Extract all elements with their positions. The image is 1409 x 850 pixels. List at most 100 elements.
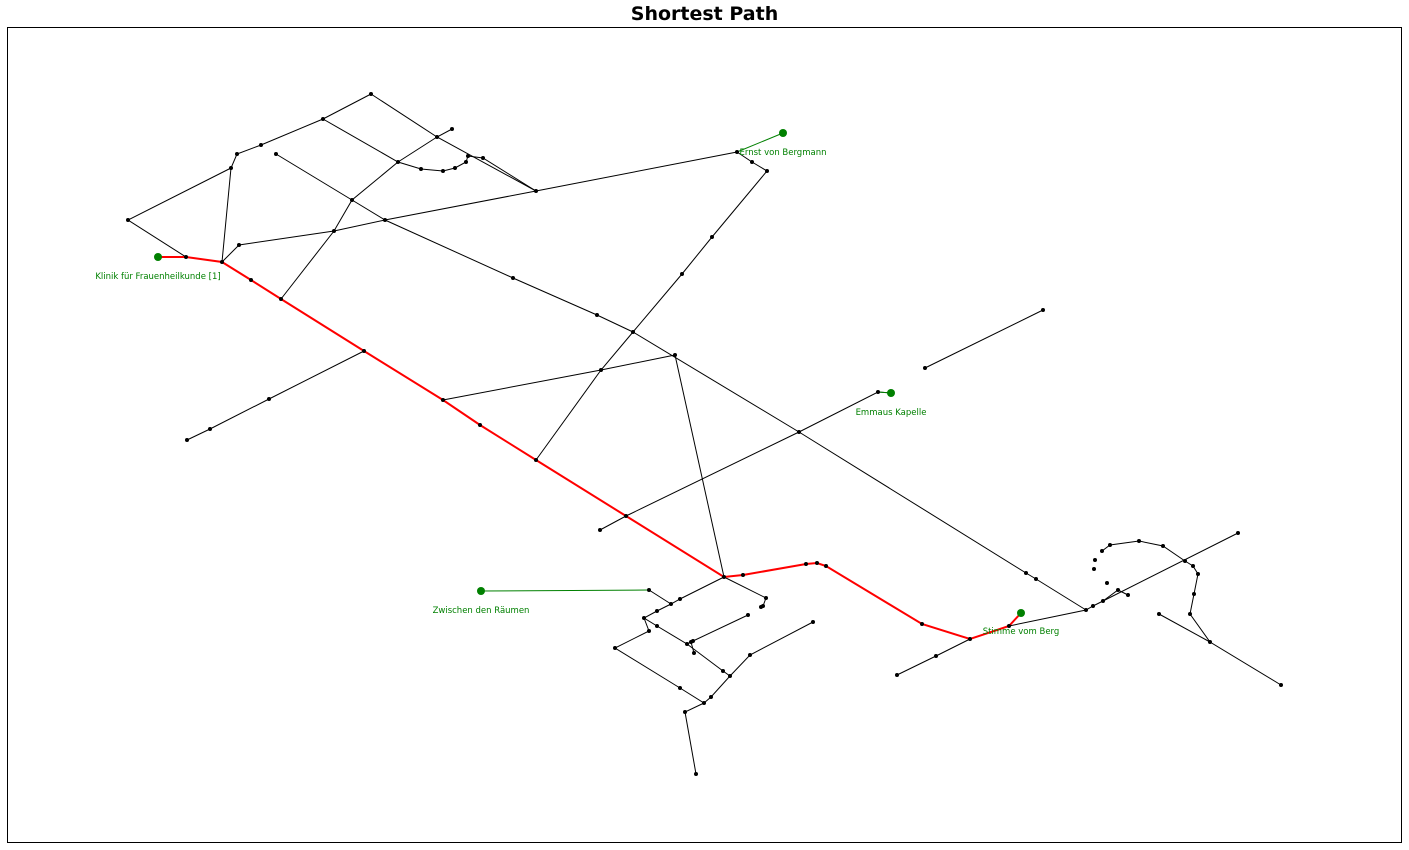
street-node (1279, 683, 1283, 687)
poi-label-bergmann: Ernst von Bergmann (740, 148, 827, 158)
street-node (1092, 567, 1096, 571)
street-node (613, 646, 617, 650)
street-node (511, 276, 515, 280)
street-edge (1158, 613, 1211, 643)
poi-marker-stimme (1017, 609, 1025, 617)
street-edge (280, 161, 399, 300)
street-node (709, 695, 713, 699)
street-node (920, 622, 924, 626)
street-node (685, 642, 689, 646)
street-node (710, 235, 714, 239)
street-node (655, 609, 659, 613)
street-node (185, 438, 189, 442)
street-node (396, 160, 400, 164)
street-node (673, 353, 677, 357)
street-edges (126, 93, 1282, 775)
street-edge (924, 309, 1044, 369)
street-node (655, 624, 659, 628)
street-node (1191, 564, 1195, 568)
poi-marker-bergmann (779, 129, 787, 137)
street-edge (686, 614, 749, 645)
street-node (689, 640, 693, 644)
street-edge (397, 128, 453, 163)
street-node (1192, 592, 1196, 596)
street-edge (126, 167, 232, 263)
plot-frame (7, 27, 1402, 843)
street-node (1091, 604, 1095, 608)
street-node (419, 167, 423, 171)
street-node (1034, 577, 1038, 581)
street-node (235, 152, 239, 156)
street-node (748, 653, 752, 657)
street-node (804, 562, 808, 566)
street-node (1024, 571, 1028, 575)
street-edge (370, 93, 537, 192)
street-node (274, 152, 278, 156)
street-node (1116, 588, 1120, 592)
street-edge (684, 702, 705, 775)
street-node (441, 169, 445, 173)
street-node (815, 561, 819, 565)
shortest-path (158, 256, 1022, 641)
street-node (464, 160, 468, 164)
street-node (229, 166, 233, 170)
street-node (450, 127, 454, 131)
street-node (694, 772, 698, 776)
street-node (220, 260, 224, 264)
street-node (759, 605, 763, 609)
street-edge (648, 589, 672, 605)
street-edge (535, 151, 768, 461)
street-edge (1008, 532, 1239, 627)
street-node (279, 297, 283, 301)
street-node (1208, 640, 1212, 644)
street-node (680, 272, 684, 276)
street-node (1126, 593, 1130, 597)
poi-marker-raeumen (477, 587, 485, 595)
street-edge (599, 391, 892, 531)
poi-label-emmaus: Emmaus Kapelle (856, 408, 927, 418)
street-node (126, 218, 130, 222)
street-node (722, 575, 726, 579)
street-node (1041, 308, 1045, 312)
street-node (1108, 543, 1112, 547)
street-edge (221, 93, 372, 263)
street-node (595, 313, 599, 317)
street-node (1137, 539, 1141, 543)
street-node (741, 573, 745, 577)
street-node (876, 390, 880, 394)
poi-labels: Klinik für Frauenheilkunde [1] Ernst von … (95, 148, 1059, 637)
poi-label-raeumen: Zwischen den Räumen (433, 606, 530, 616)
poi-label-stimme: Stimme vom Berg (983, 627, 1060, 637)
street-node (631, 330, 635, 334)
street-node (1100, 549, 1104, 553)
street-node (249, 278, 253, 282)
street-node (267, 397, 271, 401)
poi-marker-klinik (154, 253, 162, 261)
street-node (624, 514, 628, 518)
street-node (259, 143, 263, 147)
street-node (1183, 559, 1187, 563)
street-node (683, 710, 687, 714)
poi-marker-emmaus (887, 389, 895, 397)
street-node (702, 701, 706, 705)
street-node (1161, 544, 1165, 548)
street-node (968, 637, 972, 641)
street-node (332, 229, 336, 233)
street-node (441, 398, 445, 402)
street-node (369, 92, 373, 96)
street-node (362, 349, 366, 353)
street-node (1105, 581, 1109, 585)
street-node (721, 669, 725, 673)
street-node (1101, 599, 1105, 603)
street-node (647, 629, 651, 633)
poi-markers (154, 129, 1025, 617)
street-node (453, 166, 457, 170)
poi-links (480, 132, 892, 592)
street-edge (322, 118, 537, 192)
street-node (923, 366, 927, 370)
street-node (1188, 612, 1192, 616)
street-node (642, 616, 646, 620)
street-node (466, 154, 470, 158)
street-node (735, 150, 739, 154)
poi-connector (736, 132, 784, 153)
